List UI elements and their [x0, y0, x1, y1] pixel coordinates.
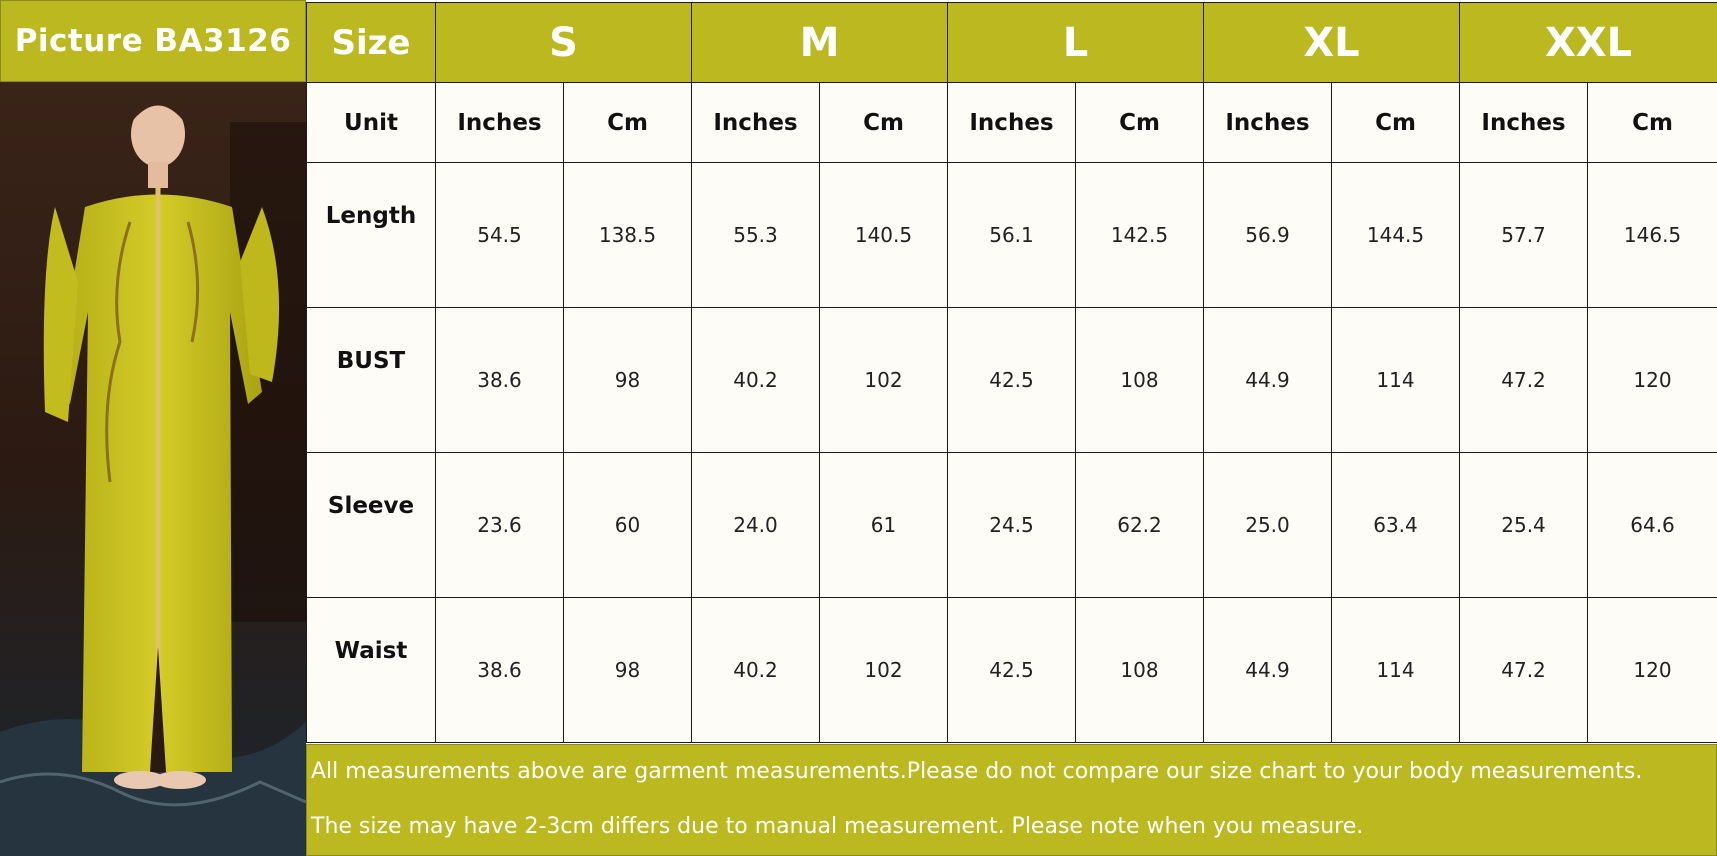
value-cell: 138.5 [563, 162, 692, 308]
value-cell: 102 [819, 597, 948, 743]
size-l: L [947, 2, 1204, 83]
size-xxl: XXL [1459, 2, 1717, 83]
value-cell: 38.6 [435, 307, 564, 453]
size-label: Size [306, 2, 436, 83]
value-cell: 102 [819, 307, 948, 453]
value-cell: 42.5 [947, 597, 1076, 743]
unit-inches: Inches [691, 82, 820, 163]
value-cell: 57.7 [1459, 162, 1589, 308]
value-cell: 142.5 [1075, 162, 1204, 308]
value-cell: 47.2 [1459, 597, 1589, 743]
value-cell: 144.5 [1330, 162, 1461, 308]
value-cell: 42.5 [947, 307, 1076, 453]
size-xl: XL [1202, 2, 1461, 83]
value-cell: 62.2 [1075, 452, 1204, 598]
size-header-row: Size S M L XL XXL [306, 2, 1717, 83]
unit-inches: Inches [1459, 82, 1589, 163]
value-cell: 140.5 [819, 162, 948, 308]
value-cell: 61 [819, 452, 948, 598]
value-cell: 98 [563, 307, 692, 453]
unit-label: Unit [306, 82, 436, 163]
value-cell: 24.0 [691, 452, 820, 598]
row-length: Length 54.5 138.5 55.3 140.5 56.1 142.5 … [306, 162, 1717, 308]
value-cell: 114 [1330, 597, 1461, 743]
value-cell: 120 [1587, 597, 1717, 743]
unit-inches: Inches [1203, 82, 1332, 163]
unit-inches: Inches [947, 82, 1076, 163]
picture-header: Picture BA3126 [0, 0, 306, 82]
value-cell: 56.9 [1203, 162, 1332, 308]
measurement-label: BUST [306, 307, 436, 453]
value-cell: 98 [563, 597, 692, 743]
note-line-1: All measurements above are garment measu… [311, 759, 1643, 784]
value-cell: 25.4 [1459, 452, 1589, 598]
unit-cm: Cm [563, 82, 692, 163]
measurement-note: All measurements above are garment measu… [306, 744, 1717, 856]
value-cell: 55.3 [691, 162, 820, 308]
measurement-label: Waist [306, 597, 436, 743]
value-cell: 44.9 [1203, 307, 1332, 453]
value-cell: 47.2 [1459, 307, 1589, 453]
value-cell: 56.1 [947, 162, 1076, 308]
unit-cm: Cm [1587, 82, 1717, 163]
value-cell: 23.6 [435, 452, 564, 598]
row-bust: BUST 38.6 98 40.2 102 42.5 108 44.9 114 … [306, 307, 1717, 453]
value-cell: 63.4 [1330, 452, 1461, 598]
size-s: S [435, 2, 692, 83]
value-cell: 40.2 [691, 307, 820, 453]
value-cell: 24.5 [947, 452, 1076, 598]
value-cell: 40.2 [691, 597, 820, 743]
size-chart-table: Size S M L XL XXL Unit Inches Cm Inches … [306, 2, 1717, 743]
value-cell: 108 [1075, 597, 1204, 743]
unit-cm: Cm [819, 82, 948, 163]
unit-row: Unit Inches Cm Inches Cm Inches Cm Inche… [306, 82, 1717, 163]
value-cell: 25.0 [1203, 452, 1332, 598]
value-cell: 114 [1330, 307, 1461, 453]
unit-cm: Cm [1330, 82, 1461, 163]
note-line-2: The size may have 2-3cm differs due to m… [311, 814, 1364, 839]
unit-cm: Cm [1075, 82, 1204, 163]
size-m: M [691, 2, 948, 83]
value-cell: 60 [563, 452, 692, 598]
value-cell: 64.6 [1587, 452, 1717, 598]
value-cell: 108 [1075, 307, 1204, 453]
row-waist: Waist 38.6 98 40.2 102 42.5 108 44.9 114… [306, 597, 1717, 743]
measurement-label: Sleeve [306, 452, 436, 598]
product-photo [0, 82, 306, 856]
value-cell: 120 [1587, 307, 1717, 453]
value-cell: 44.9 [1203, 597, 1332, 743]
unit-inches: Inches [435, 82, 564, 163]
value-cell: 38.6 [435, 597, 564, 743]
measurement-label: Length [306, 162, 436, 308]
row-sleeve: Sleeve 23.6 60 24.0 61 24.5 62.2 25.0 63… [306, 452, 1717, 598]
value-cell: 146.5 [1587, 162, 1717, 308]
value-cell: 54.5 [435, 162, 564, 308]
